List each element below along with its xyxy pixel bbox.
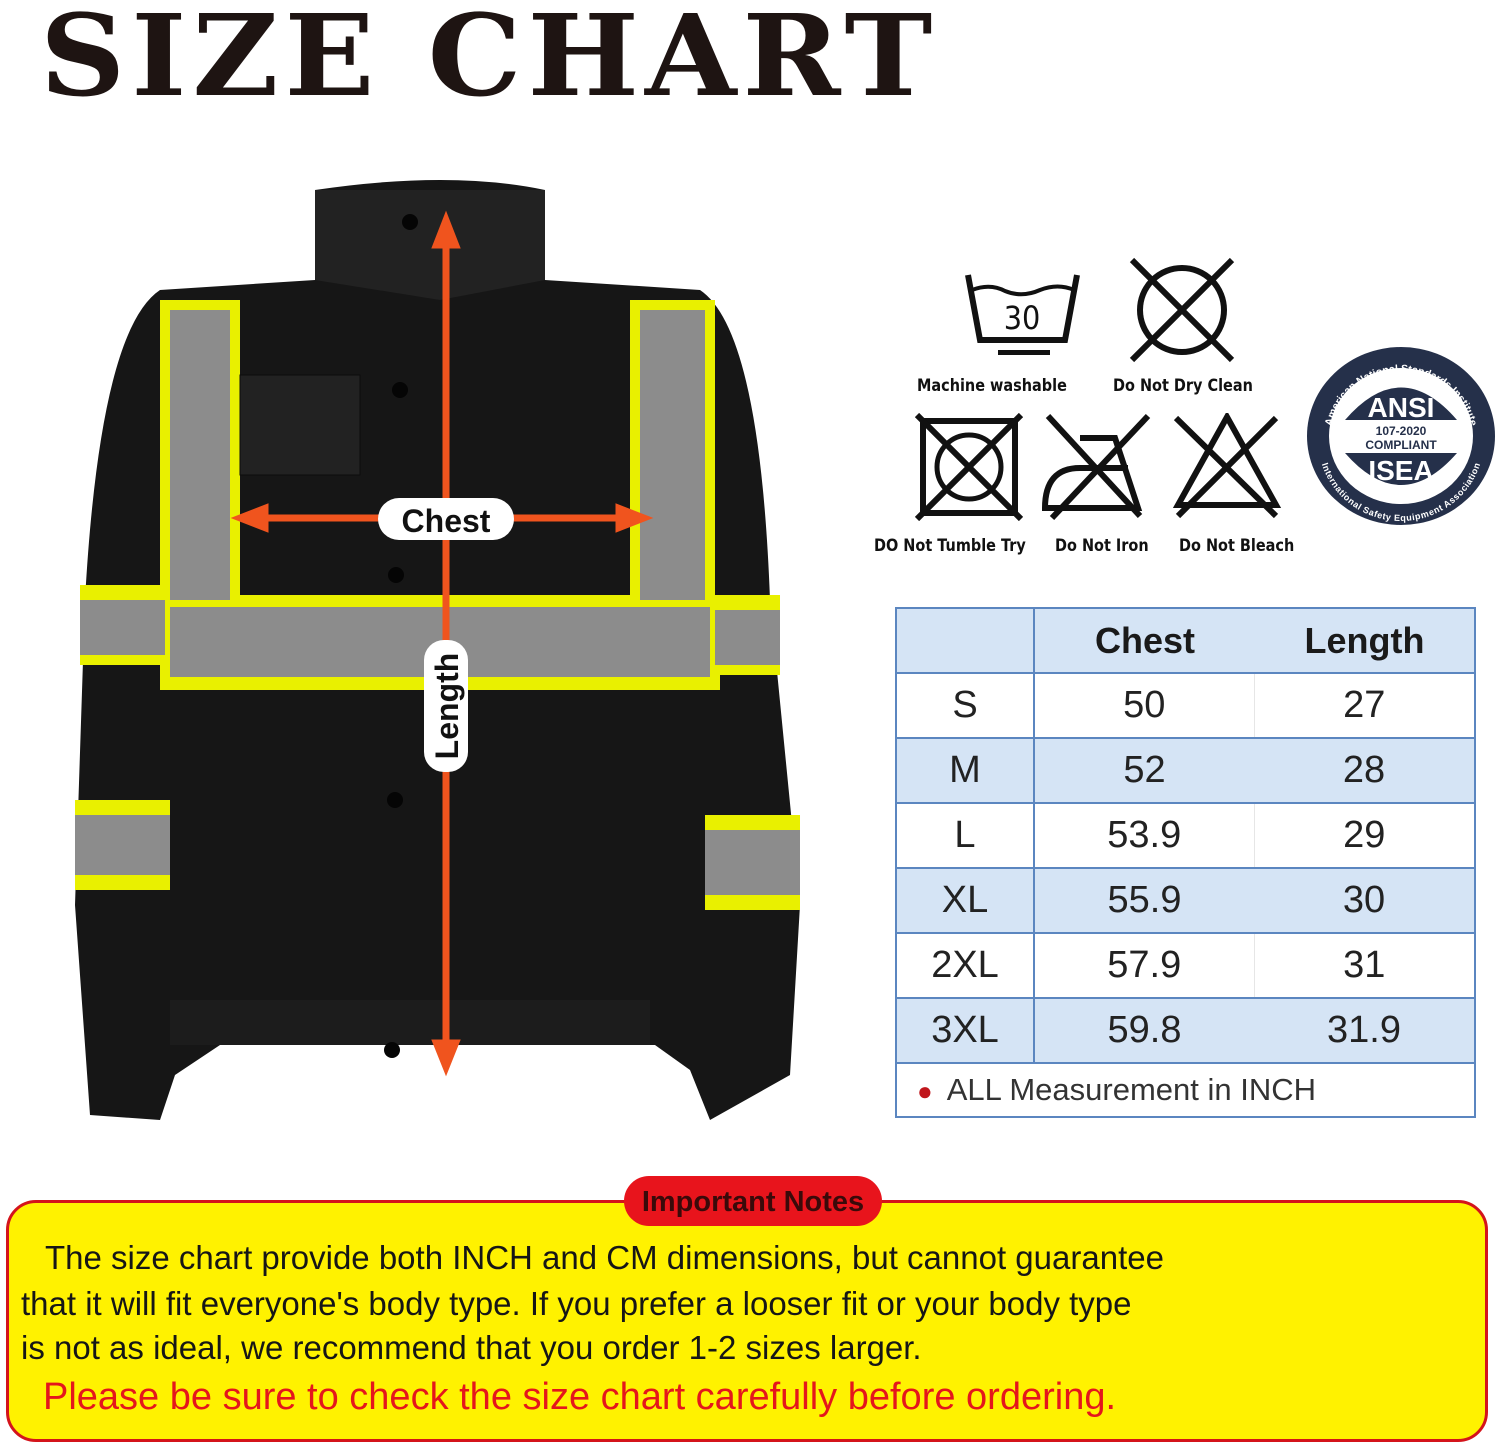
size-chart-title: SIZE CHART [40, 0, 939, 122]
size-cell: M [896, 738, 1035, 804]
care-label: Do Not Bleach [1179, 536, 1295, 556]
table-row: 3XL 59.8 31.9 [896, 998, 1475, 1064]
size-cell: L [896, 803, 1035, 869]
note-warning: Please be sure to check the size chart c… [43, 1376, 1117, 1418]
chest-cell: 53.9 [1034, 803, 1255, 869]
reflective-stripes [75, 300, 800, 910]
size-cell: 3XL [896, 998, 1035, 1064]
table-footnote: ALL Measurement in INCH [946, 1072, 1316, 1107]
note-line: that it will fit everyone's body type. I… [21, 1285, 1132, 1322]
table-row: 2XL 57.9 31 [896, 933, 1475, 999]
length-cell: 29 [1254, 803, 1475, 869]
header-chest: Chest [1094, 619, 1196, 661]
wash-temperature: 30 [1004, 299, 1041, 337]
table-row: XL 55.9 30 [896, 868, 1475, 934]
care-label: DO Not Tumble Try [874, 536, 1026, 556]
do-not-iron-icon [1041, 413, 1151, 521]
header-size [896, 608, 1035, 674]
size-cell: S [896, 673, 1035, 739]
length-cell: 31.9 [1254, 998, 1475, 1064]
table-footnote-row: ● ALL Measurement in INCH [896, 1063, 1475, 1118]
header-measures: Chest Length [1034, 608, 1475, 674]
chest-cell: 50 [1034, 673, 1255, 739]
chest-cell: 57.9 [1034, 933, 1255, 999]
size-cell: XL [896, 868, 1035, 934]
length-label: Length [429, 653, 465, 760]
length-cell: 31 [1254, 933, 1475, 999]
badge-isea: ISEA [1368, 455, 1433, 486]
do-not-tumble-dry-icon [915, 413, 1023, 521]
chest-cell: 55.9 [1034, 868, 1254, 934]
chest-label: Chest [402, 503, 491, 539]
badge-standard: 107-2020 [1376, 424, 1427, 438]
ansi-isea-badge: American National Standards Institute In… [1307, 347, 1495, 525]
important-notes-box: The size chart provide both INCH and CM … [6, 1200, 1488, 1442]
table-row: M 52 28 [896, 738, 1475, 804]
do-not-dry-clean-icon [1129, 257, 1235, 363]
note-line: is not as ideal, we recommend that you o… [21, 1329, 922, 1366]
size-cell: 2XL [896, 933, 1035, 999]
bullet-icon: ● [917, 1076, 933, 1107]
care-label: Do Not Iron [1055, 536, 1149, 556]
length-cell: 28 [1254, 738, 1475, 804]
care-label: Do Not Dry Clean [1113, 376, 1253, 396]
badge-ansi: ANSI [1368, 392, 1435, 423]
badge-compliant: COMPLIANT [1365, 438, 1437, 452]
jacket-illustration: Chest Length [75, 180, 800, 1120]
size-table: Chest Length S 50 27 M 52 28 L 53.9 29 XL 55.9 30… [895, 607, 1476, 1118]
header-length: Length [1304, 619, 1425, 661]
do-not-bleach-icon [1172, 413, 1282, 519]
table-row: L 53.9 29 [896, 803, 1475, 869]
machine-wash-30-icon: 30 [965, 274, 1080, 355]
chest-cell: 59.8 [1034, 998, 1254, 1064]
important-notes-tag: Important Notes [624, 1176, 882, 1226]
table-row: S 50 27 [896, 673, 1475, 739]
note-line: The size chart provide both INCH and CM … [45, 1239, 1164, 1276]
chest-cell: 52 [1034, 738, 1254, 804]
length-cell: 30 [1254, 868, 1475, 934]
care-label: Machine washable [917, 376, 1067, 396]
table-header: Chest Length [896, 608, 1475, 674]
length-cell: 27 [1254, 673, 1475, 739]
